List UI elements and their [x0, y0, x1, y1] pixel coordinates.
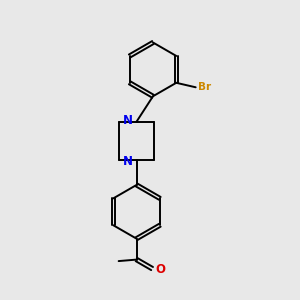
Text: O: O — [155, 263, 165, 276]
Text: N: N — [123, 155, 133, 168]
Text: Br: Br — [198, 82, 211, 92]
Text: N: N — [123, 114, 133, 127]
